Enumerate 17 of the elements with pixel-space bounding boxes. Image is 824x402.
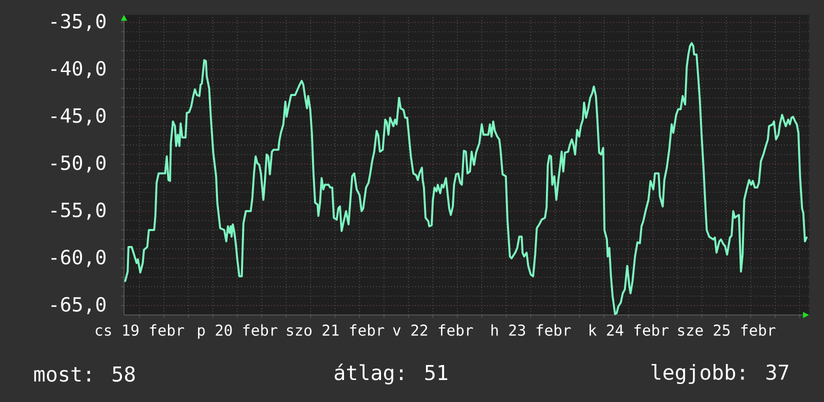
text: most: 58 [34, 366, 135, 382]
x-tick-label: sze 25 febr [678, 324, 776, 336]
y-tick-label: -60,0 [51, 250, 106, 267]
y-tick-label: -50,0 [51, 155, 106, 173]
x-tick-label: k 24 febr [590, 324, 669, 336]
y-tick-label: -55,0 [51, 202, 106, 220]
x-tick-label: p 20 febr [198, 324, 278, 339]
y-tick-label: -35,0 [51, 14, 106, 31]
x-tick-label: v 22 febr [392, 324, 473, 336]
text: legjobb: 37 [652, 364, 788, 384]
y-tick-label: -65,0 [51, 296, 106, 314]
x-tick-label: cs 19 febr [96, 324, 184, 336]
x-tick-label: h 23 febr [491, 324, 571, 336]
y-tick-label: -40,0 [51, 60, 106, 78]
y-tick-label: -45,0 [51, 108, 106, 126]
x-tick-label: szo 21 febr [286, 324, 384, 336]
text: átlag: 51 [334, 364, 448, 384]
